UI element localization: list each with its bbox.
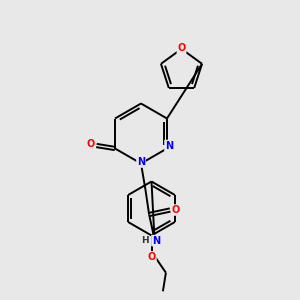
Text: O: O xyxy=(172,205,180,215)
Text: N: N xyxy=(152,236,160,246)
Text: O: O xyxy=(86,139,94,149)
Text: N: N xyxy=(165,140,173,151)
Text: H: H xyxy=(141,236,149,245)
Text: O: O xyxy=(177,43,186,53)
Text: O: O xyxy=(148,252,156,262)
Text: N: N xyxy=(137,157,145,167)
